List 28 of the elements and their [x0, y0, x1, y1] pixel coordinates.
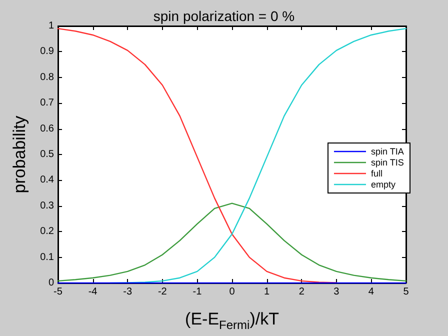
x-tick-label: -5 [54, 286, 63, 298]
y-tick-label: 0.9 [40, 46, 54, 58]
x-tick-label: -2 [158, 286, 168, 298]
y-tick-label: 0.3 [40, 200, 54, 212]
x-tick-label: -1 [192, 286, 202, 298]
y-tick-label: 0 [48, 278, 54, 288]
x-tick-label: -4 [88, 286, 98, 298]
y-tick-label: 0.4 [40, 174, 54, 186]
chart-title: spin polarization = 0 % [153, 8, 295, 24]
y-tick-label: 0.2 [40, 226, 54, 238]
x-tick-label: 0 [229, 286, 236, 298]
y-tick-label: 0.5 [40, 149, 54, 160]
y-tick-label: 0.1 [40, 252, 54, 263]
legend-label: empty [370, 180, 396, 190]
x-tick-label: -3 [123, 286, 132, 298]
legend-label: full [370, 168, 383, 178]
y-tick-label: 0.8 [40, 72, 54, 83]
x-tick-label: 3 [334, 286, 340, 298]
y-tick-label: 0.7 [40, 98, 54, 109]
y-axis-title: probability [10, 115, 29, 194]
legend-label: spin TIS [370, 158, 404, 168]
legend-label: spin TIA [370, 146, 404, 156]
x-tick-label: 5 [403, 286, 410, 298]
y-tick-label: 0.6 [40, 123, 54, 134]
x-tick-label: 1 [264, 286, 270, 298]
x-tick-label: 4 [368, 286, 374, 298]
y-tick-label: 1 [48, 20, 54, 32]
x-tick-label: 2 [298, 286, 305, 298]
